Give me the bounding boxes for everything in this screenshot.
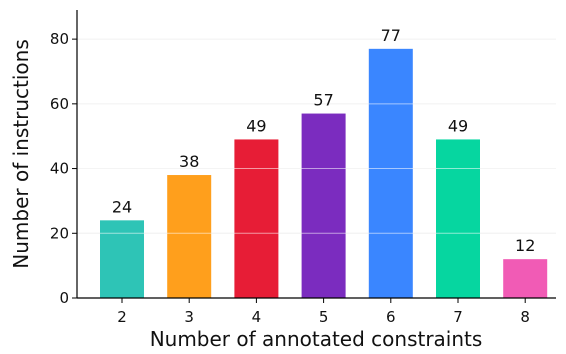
x-tick-label-7: 7: [453, 308, 463, 326]
bar-8: [503, 259, 548, 298]
data-label-5: 57: [313, 91, 333, 110]
bars: [77, 38, 556, 299]
x-ticks: 2 3 4 5 6 7 8: [117, 298, 530, 326]
bar-5: [301, 113, 346, 298]
bar-4: [234, 139, 279, 298]
y-tick-label-80: 80: [50, 30, 69, 48]
data-label-7: 49: [448, 116, 468, 135]
bar-3: [167, 175, 212, 298]
data-label-4: 49: [246, 116, 266, 135]
x-tick-label-4: 4: [252, 308, 262, 326]
data-label-3: 38: [179, 152, 199, 171]
data-labels: 24 38 49 57 77 49 12: [112, 26, 536, 255]
x-tick-label-8: 8: [520, 308, 530, 326]
bar-6: [368, 48, 413, 299]
data-label-8: 12: [515, 236, 535, 255]
y-ticks: 0 20 40 60 80: [50, 30, 77, 307]
data-label-6: 77: [381, 26, 401, 45]
bar-7: [436, 139, 480, 298]
y-tick-label-0: 0: [59, 289, 69, 307]
x-tick-label-2: 2: [117, 308, 127, 326]
y-tick-label-20: 20: [50, 224, 69, 242]
y-tick-label-60: 60: [50, 95, 69, 113]
data-label-2: 24: [112, 197, 132, 216]
y-tick-label-40: 40: [50, 160, 69, 178]
x-tick-label-5: 5: [319, 308, 329, 326]
bar-2: [100, 220, 144, 298]
x-tick-label-3: 3: [184, 308, 194, 326]
y-axis-title: Number of instructions: [9, 39, 33, 268]
x-axis-title: Number of annotated constraints: [150, 327, 483, 351]
x-tick-label-6: 6: [386, 308, 396, 326]
